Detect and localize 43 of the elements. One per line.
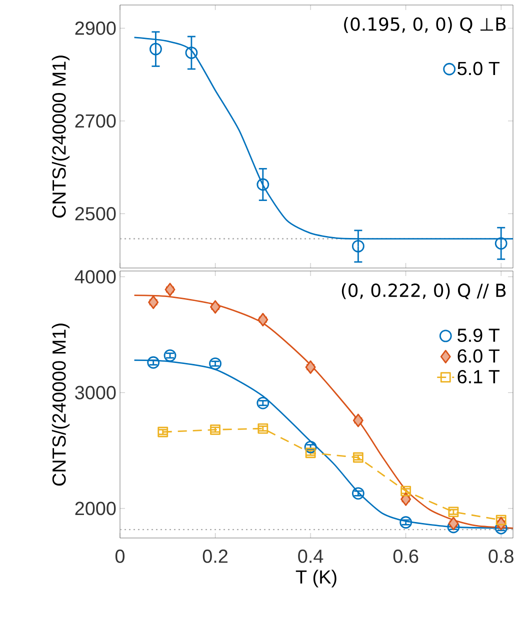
point bbox=[400, 486, 412, 496]
legend-label: 6.1 T bbox=[458, 370, 500, 384]
x-tick-label: 0.4 bbox=[298, 550, 324, 563]
point bbox=[209, 357, 222, 370]
point bbox=[210, 424, 220, 435]
x-tick-label: 0 bbox=[115, 550, 125, 563]
annotation: (0, 0.222, 0) Q // B bbox=[342, 283, 506, 300]
point bbox=[258, 423, 268, 434]
legend-label: 5.0 T bbox=[458, 62, 500, 76]
point bbox=[256, 178, 270, 191]
point bbox=[448, 516, 459, 530]
y-tick-label: 3000 bbox=[75, 386, 116, 400]
point bbox=[185, 46, 198, 59]
y-tick-label: 2000 bbox=[75, 502, 116, 516]
point bbox=[352, 240, 364, 252]
point bbox=[150, 42, 162, 56]
y-tick-label: 2500 bbox=[75, 207, 116, 220]
x-axis-title: T (K) bbox=[296, 570, 336, 588]
point bbox=[256, 396, 270, 410]
point bbox=[147, 356, 160, 369]
legend-label: 5.9 T bbox=[458, 328, 500, 342]
y-axis-title: CNTS/(240000 M1) bbox=[52, 56, 70, 218]
x-tick-label: 0.6 bbox=[393, 550, 418, 563]
point bbox=[305, 360, 316, 374]
y-tick-label: 2900 bbox=[75, 21, 116, 35]
y-tick-label: 2700 bbox=[75, 114, 116, 128]
legend-label: 6.0 T bbox=[458, 349, 500, 363]
annotation: (0.195, 0, 0) Q ⊥B bbox=[344, 17, 506, 33]
point bbox=[258, 312, 268, 326]
point bbox=[164, 282, 176, 296]
point bbox=[210, 300, 221, 314]
y-axis-title: CNTS/(240000 M1) bbox=[52, 324, 70, 486]
point bbox=[400, 516, 412, 529]
point bbox=[494, 237, 508, 250]
point bbox=[448, 506, 459, 518]
point bbox=[352, 414, 364, 428]
point bbox=[352, 487, 364, 500]
point bbox=[148, 296, 159, 310]
x-tick-label: 0.8 bbox=[488, 550, 514, 563]
point bbox=[164, 349, 176, 362]
y-tick-label: 4000 bbox=[74, 270, 116, 284]
point bbox=[304, 440, 317, 454]
x-tick-label: 0.2 bbox=[202, 550, 228, 563]
